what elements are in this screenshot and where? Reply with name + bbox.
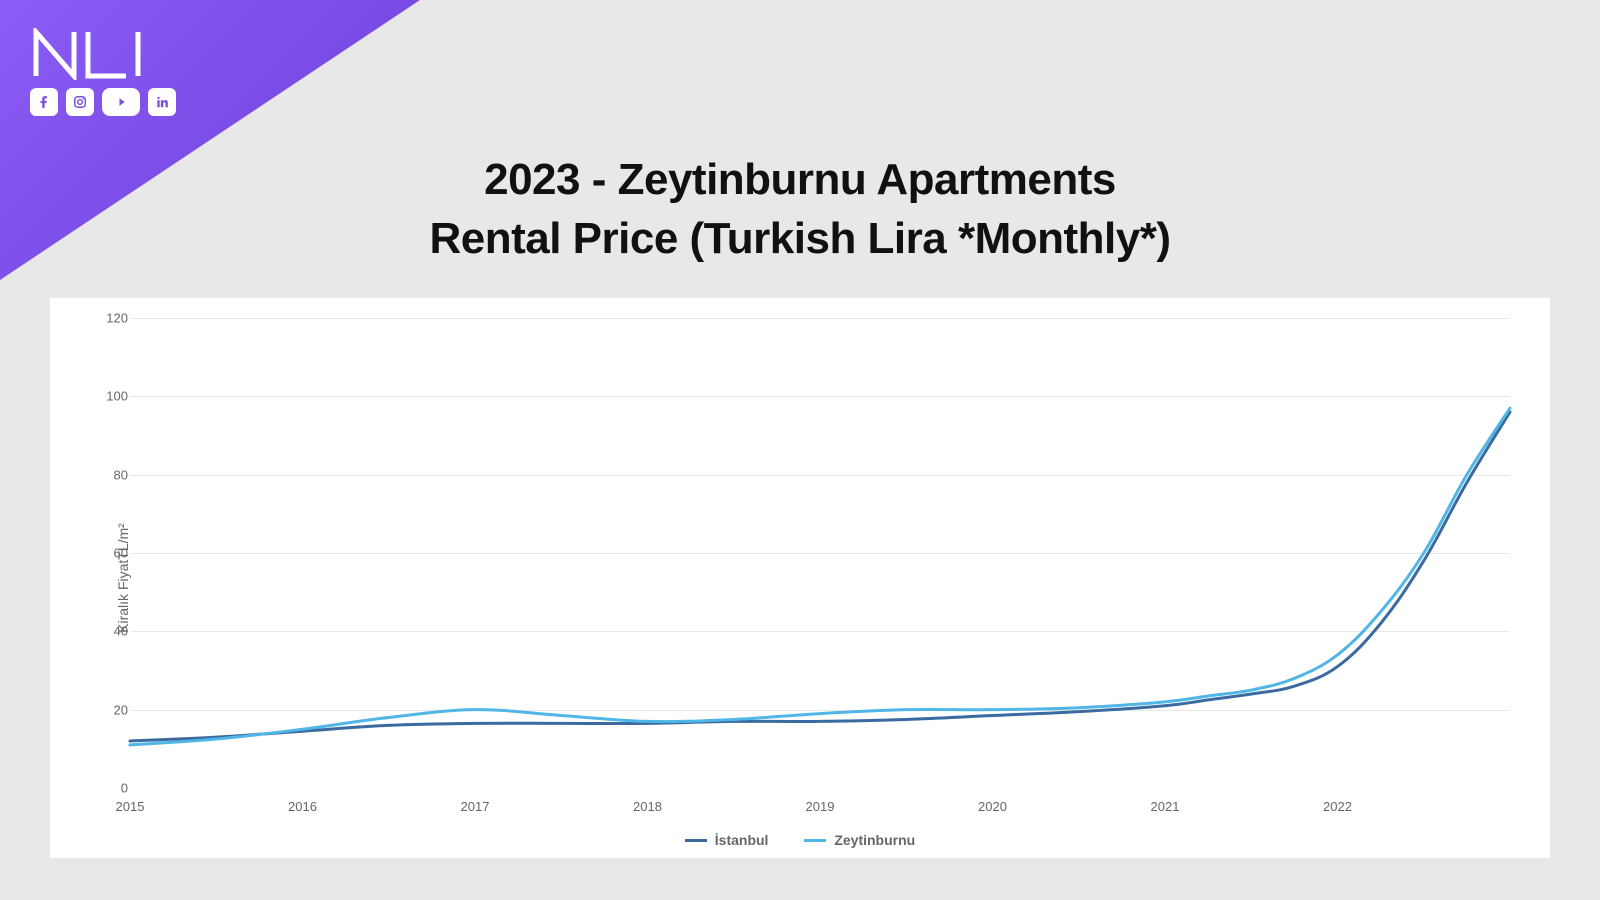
social-icons-row [30, 88, 176, 116]
brand-logo-block [30, 28, 176, 116]
chart-title-block: 2023 - Zeytinburnu Apartments Rental Pri… [0, 150, 1600, 269]
series-line-i̇stanbul [130, 412, 1510, 741]
chart-legend: İstanbul Zeytinburnu [50, 829, 1550, 849]
y-tick-label: 80 [100, 467, 128, 482]
y-tick-label: 120 [100, 311, 128, 326]
x-tick-label: 2020 [978, 799, 1007, 814]
x-tick-label: 2018 [633, 799, 662, 814]
y-tick-label: 0 [100, 781, 128, 796]
legend-item-istanbul: İstanbul [685, 832, 769, 848]
brand-logo [30, 28, 176, 80]
y-axis-label: Kiralık FiyatTL/m² [115, 523, 131, 633]
series-line-zeytinburnu [130, 408, 1510, 745]
plot-area [130, 318, 1510, 788]
y-tick-label: 60 [100, 546, 128, 561]
y-tick-label: 20 [100, 702, 128, 717]
y-tick-label: 100 [100, 389, 128, 404]
legend-swatch-istanbul [685, 839, 707, 842]
y-tick-label: 40 [100, 624, 128, 639]
legend-label-istanbul: İstanbul [715, 832, 769, 848]
title-line-2: Rental Price (Turkish Lira *Monthly*) [429, 214, 1170, 263]
line-chart-svg [130, 318, 1510, 788]
legend-label-zeytinburnu: Zeytinburnu [834, 832, 915, 848]
x-tick-label: 2015 [116, 799, 145, 814]
youtube-icon[interactable] [102, 88, 140, 116]
x-tick-label: 2022 [1323, 799, 1352, 814]
title-line-1: 2023 - Zeytinburnu Apartments [484, 155, 1116, 204]
legend-swatch-zeytinburnu [804, 839, 826, 842]
x-tick-label: 2021 [1151, 799, 1180, 814]
legend-item-zeytinburnu: Zeytinburnu [804, 832, 915, 848]
facebook-icon[interactable] [30, 88, 58, 116]
linkedin-icon[interactable] [148, 88, 176, 116]
instagram-icon[interactable] [66, 88, 94, 116]
x-tick-label: 2016 [288, 799, 317, 814]
x-tick-label: 2019 [806, 799, 835, 814]
x-tick-label: 2017 [461, 799, 490, 814]
chart-card: Kiralık FiyatTL/m² 0 20 40 60 80 100 120 2015 2… [50, 298, 1550, 858]
